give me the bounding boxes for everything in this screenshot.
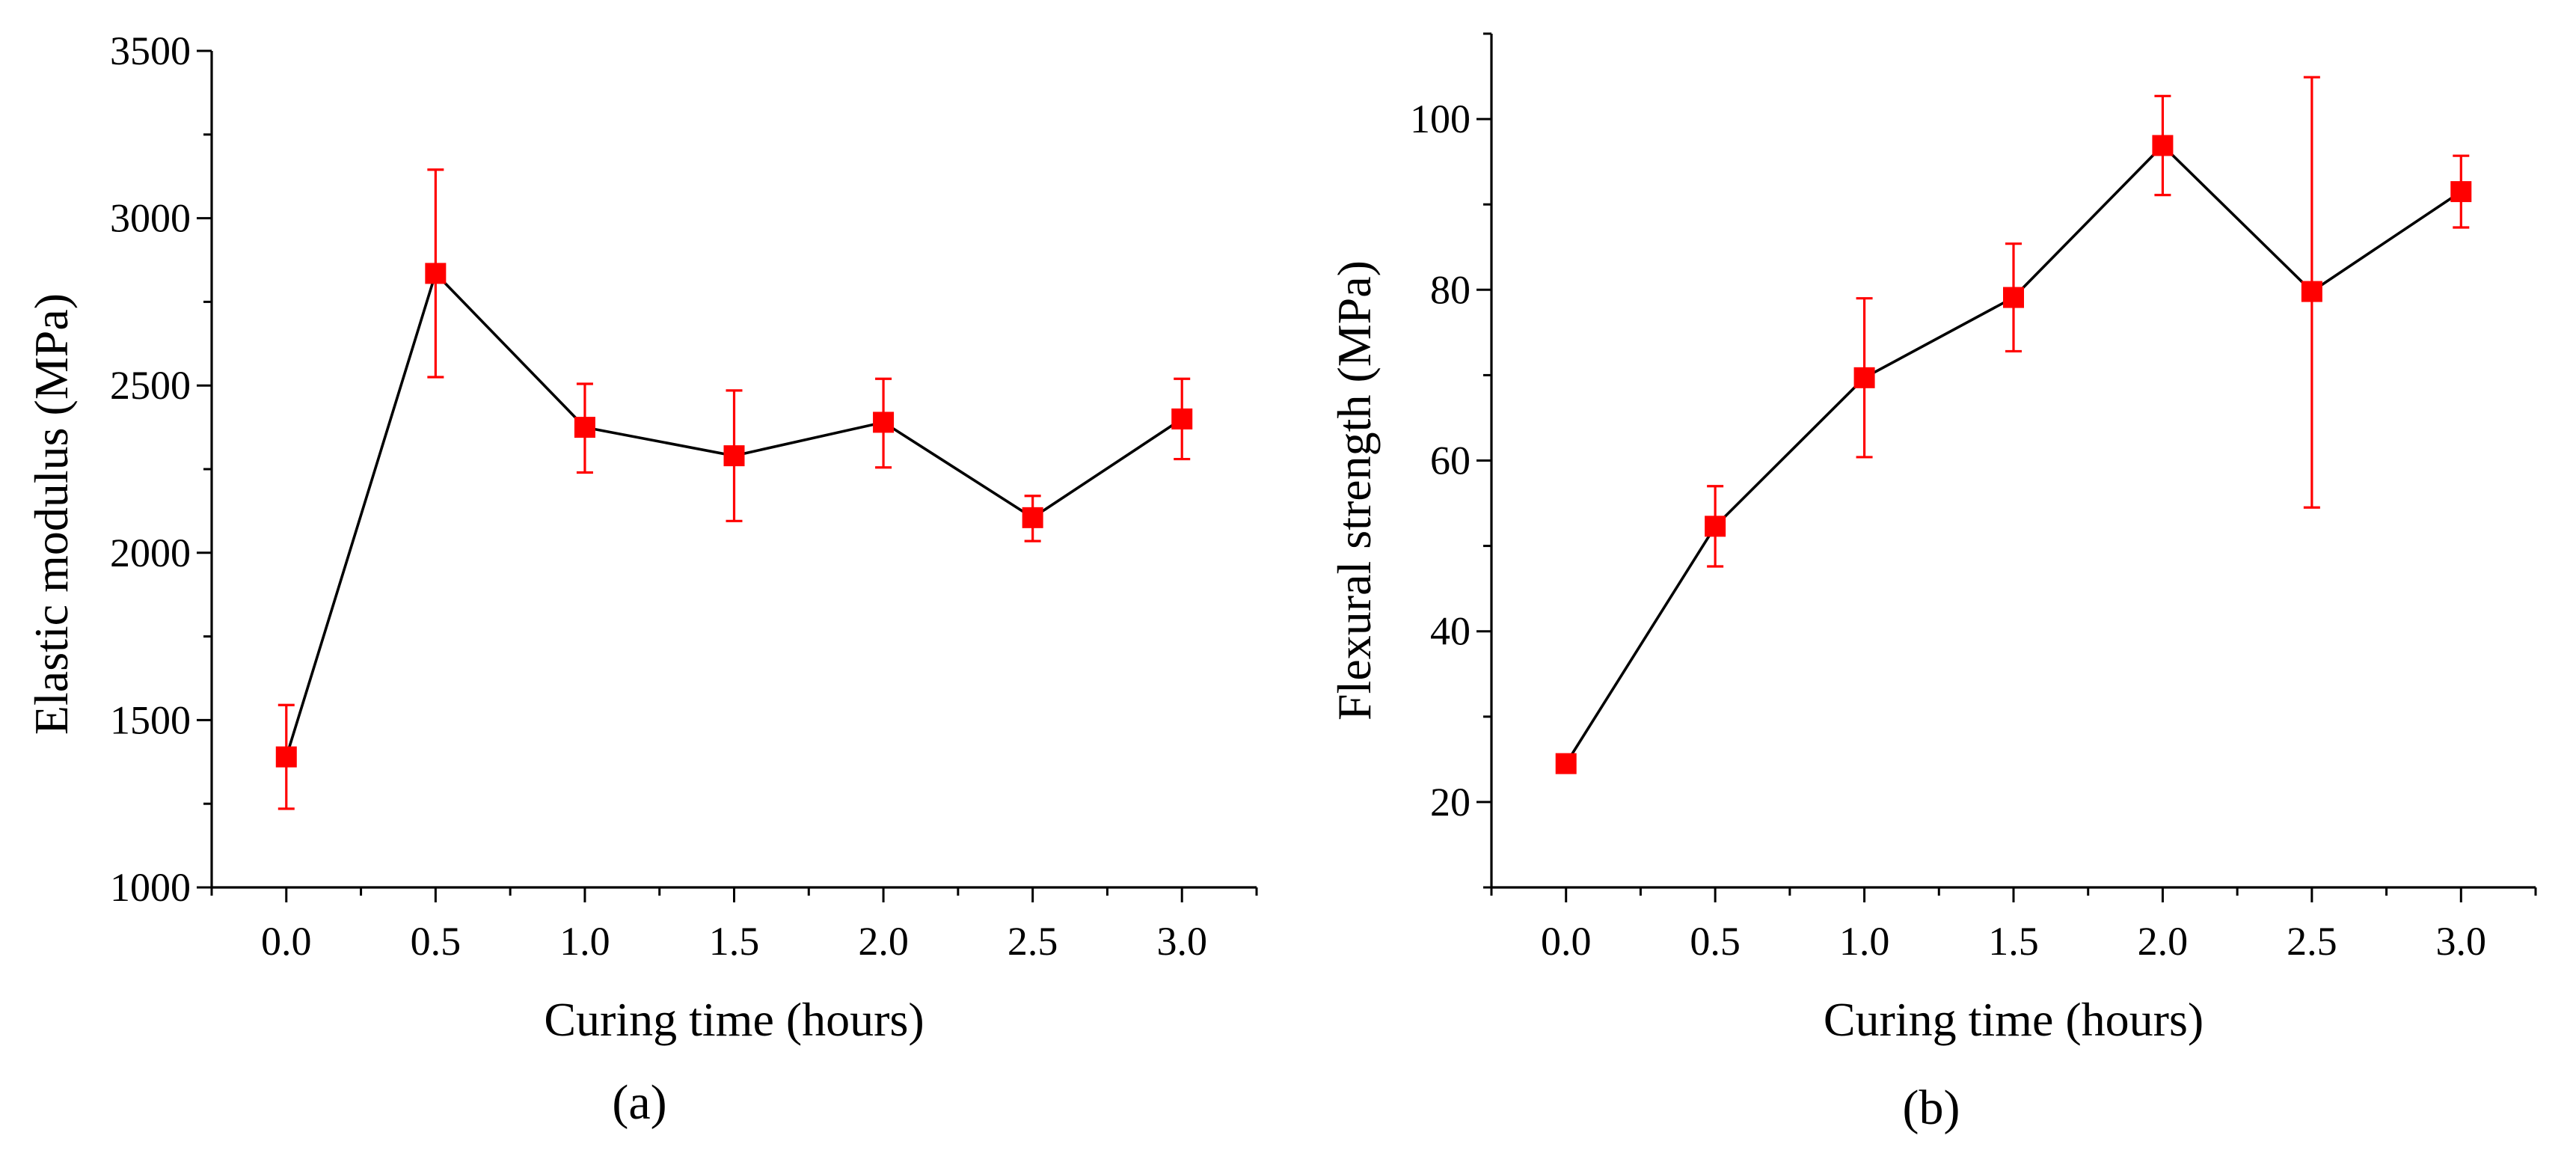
y-tick-label: 1000 (110, 865, 191, 910)
data-point-marker (1705, 516, 1726, 537)
series-line (1565, 143, 2462, 765)
data-point-marker (1171, 408, 1193, 429)
data-point-marker (2301, 281, 2322, 302)
data-point-marker (1853, 367, 1875, 388)
chart-panel-b: 0.0 0.5 1.0 1.5 2.0 2.5 3.0 20 40 60 80 100 Curing t… (1328, 32, 2537, 1135)
y-tick-label: 2500 (110, 363, 191, 408)
x-tick-label: 3.0 (2436, 919, 2487, 964)
x-tick-label: 1.5 (709, 919, 760, 964)
x-tick-label: 3.0 (1156, 919, 1207, 964)
data-point-marker (2003, 287, 2024, 308)
data-point-marker (2152, 135, 2174, 156)
x-tick-label: 1.5 (1988, 919, 2039, 964)
x-tick-label: 2.5 (2287, 919, 2337, 964)
data-point-marker (723, 445, 745, 467)
y-tick-label: 3000 (110, 196, 191, 241)
y-tick-label: 3500 (110, 28, 191, 73)
x-axis-title: Curing time (hours) (1824, 993, 2204, 1046)
y-axis-title: Flexural strength (MPa) (1328, 260, 1381, 721)
panel-label: (a) (612, 1075, 666, 1130)
x-tick-label: 2.5 (1008, 919, 1058, 964)
data-point-marker (873, 412, 895, 433)
data-point-marker (574, 417, 595, 438)
x-tick-label: 0.5 (411, 919, 461, 964)
panel-label: (b) (1903, 1080, 1960, 1135)
x-tick-label: 0.5 (1690, 919, 1741, 964)
y-tick-label: 60 (1430, 438, 1471, 483)
chart-panel-a: 0.0 0.5 1.0 1.5 2.0 2.5 3.0 1000 1500 2000 2500 300… (25, 28, 1258, 1130)
data-point-marker (1555, 753, 1577, 774)
data-point-marker (2450, 181, 2472, 203)
x-tick-label: 1.0 (1839, 919, 1890, 964)
y-tick-label: 1500 (110, 697, 191, 742)
x-tick-label: 0.0 (1541, 919, 1592, 964)
y-tick-label: 100 (1410, 97, 1471, 141)
x-tick-label: 2.0 (2138, 919, 2189, 964)
data-point-marker (425, 263, 447, 284)
data-point-marker (275, 746, 297, 768)
y-tick-label: 20 (1430, 780, 1471, 825)
data-point-marker (1022, 507, 1043, 528)
x-tick-label: 1.0 (559, 919, 610, 964)
y-tick-label: 80 (1430, 267, 1471, 312)
y-axis-title: Elastic modulus (MPa) (25, 293, 78, 735)
x-axis-title: Curing time (hours) (544, 993, 924, 1046)
y-tick-label: 40 (1430, 609, 1471, 654)
x-tick-label: 0.0 (261, 919, 312, 964)
y-tick-label: 2000 (110, 530, 191, 575)
x-tick-label: 2.0 (858, 919, 909, 964)
